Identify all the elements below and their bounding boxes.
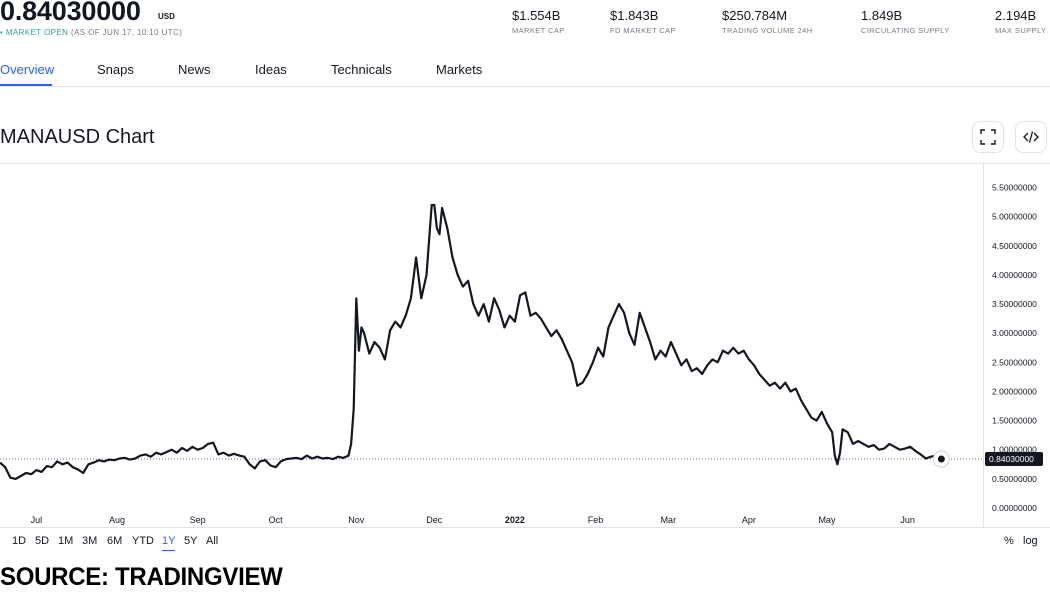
stat-fd-market-cap: $1.843B FD MARKET CAP	[610, 8, 676, 35]
active-tab-indicator	[0, 84, 52, 86]
y-tick-label: 4.00000000	[992, 270, 1037, 280]
tab-technicals[interactable]: Technicals	[331, 62, 392, 77]
price-line-series	[0, 203, 943, 480]
stat-label: FD MARKET CAP	[610, 26, 676, 35]
stat-max-supply: 2.194B MAX SUPPLY	[995, 8, 1046, 35]
stat-label: MAX SUPPLY	[995, 26, 1047, 35]
y-tick-label: 0.50000000	[992, 474, 1037, 484]
x-tick-label: Nov	[348, 515, 365, 525]
x-tick-label: May	[818, 515, 836, 525]
last-price-text: 0.84030000	[989, 454, 1034, 464]
stat-label: CIRCULATING SUPPLY	[861, 26, 950, 35]
market-status: • MARKET OPEN (AS OF JUN 17, 10:10 UTC)	[0, 28, 182, 37]
stat-circulating-supply: 1.849B CIRCULATING SUPPLY	[861, 8, 950, 35]
range-ytd-button[interactable]: YTD	[132, 535, 154, 547]
x-tick-label: Apr	[742, 515, 756, 525]
y-tick-label: 4.50000000	[992, 241, 1037, 251]
price-axis: 0.00000000 0.50000000 1.00000000 1.50000000…	[992, 183, 1037, 513]
time-axis: Jul Aug Sep Oct Nov Dec 2022 Feb Mar Apr May Jun	[31, 515, 915, 525]
y-tick-label: 5.00000000	[992, 212, 1037, 222]
x-tick-label: Jun	[900, 515, 915, 525]
last-price-marker	[932, 450, 950, 468]
tab-markets[interactable]: Markets	[436, 62, 483, 77]
source-caption: SOURCE: TRADINGVIEW	[0, 563, 283, 591]
y-tick-label: 3.50000000	[992, 299, 1037, 309]
stat-value: $1.554B	[512, 8, 561, 23]
stat-value: 2.194B	[995, 8, 1037, 23]
stat-label: MARKET CAP	[512, 26, 565, 35]
tab-snaps[interactable]: Snaps	[97, 62, 134, 77]
embed-code-icon	[1023, 131, 1039, 143]
range-1d-button[interactable]: 1D	[12, 535, 27, 547]
x-tick-label: Sep	[190, 515, 206, 525]
y-tick-label: 1.00000000	[992, 445, 1037, 455]
x-tick-label: Mar	[661, 515, 677, 525]
x-tick-label: 2022	[505, 515, 525, 525]
stat-label: TRADING VOLUME 24H	[722, 26, 813, 35]
price-chart[interactable]: 0.00000000 0.50000000 1.00000000 1.50000000…	[0, 163, 1050, 533]
as-of-timestamp: (AS OF JUN 17, 10:10 UTC)	[70, 28, 183, 37]
fullscreen-button[interactable]	[972, 121, 1004, 153]
stat-trading-volume: $250.784M TRADING VOLUME 24H	[722, 8, 813, 35]
last-point-dot	[937, 455, 945, 463]
y-tick-label: 1.50000000	[992, 416, 1037, 426]
tab-ideas[interactable]: Ideas	[255, 62, 287, 77]
range-bar-divider	[0, 527, 1050, 528]
y-tick-label: 2.00000000	[992, 386, 1037, 396]
embed-button[interactable]	[1015, 121, 1047, 153]
range-6m-button[interactable]: 6M	[107, 535, 123, 547]
status-dot-icon: •	[0, 28, 4, 37]
stat-value: 1.849B	[861, 8, 903, 23]
chart-title: MANAUSD Chart	[0, 126, 155, 148]
tab-overview[interactable]: Overview	[0, 62, 55, 77]
range-3m-button[interactable]: 3M	[82, 535, 98, 547]
x-tick-label: Feb	[588, 515, 604, 525]
stat-market-cap: $1.554B MARKET CAP	[512, 8, 565, 35]
range-1y-button[interactable]: 1Y	[162, 535, 176, 551]
last-price-label: 0.84030000	[985, 452, 1043, 467]
tab-bar: Overview Snaps News Ideas Technicals Mar…	[0, 60, 1050, 87]
y-tick-label: 5.50000000	[992, 183, 1037, 193]
y-tick-label: 2.50000000	[992, 357, 1037, 367]
y-tick-label: 3.00000000	[992, 328, 1037, 338]
tab-news[interactable]: News	[178, 62, 211, 77]
range-all-button[interactable]: All	[206, 535, 219, 547]
x-tick-label: Oct	[269, 515, 284, 525]
current-price: 0.84030000	[0, 0, 141, 26]
range-5y-button[interactable]: 5Y	[184, 535, 198, 547]
range-1m-button[interactable]: 1M	[58, 535, 74, 547]
x-tick-label: Jul	[31, 515, 43, 525]
last-price-badge	[985, 452, 1043, 467]
price-currency: USD	[158, 12, 175, 21]
x-tick-label: Dec	[426, 515, 443, 525]
range-5d-button[interactable]: 5D	[35, 535, 50, 547]
log-scale-button[interactable]: log	[1023, 535, 1038, 547]
percent-scale-button[interactable]: %	[1004, 535, 1014, 547]
x-tick-label: Aug	[109, 515, 125, 525]
stat-value: $250.784M	[722, 8, 788, 23]
market-status-text: MARKET OPEN	[5, 28, 69, 37]
stat-value: $1.843B	[610, 8, 659, 23]
y-tick-label: 0.00000000	[992, 503, 1037, 513]
fullscreen-icon	[980, 129, 996, 145]
